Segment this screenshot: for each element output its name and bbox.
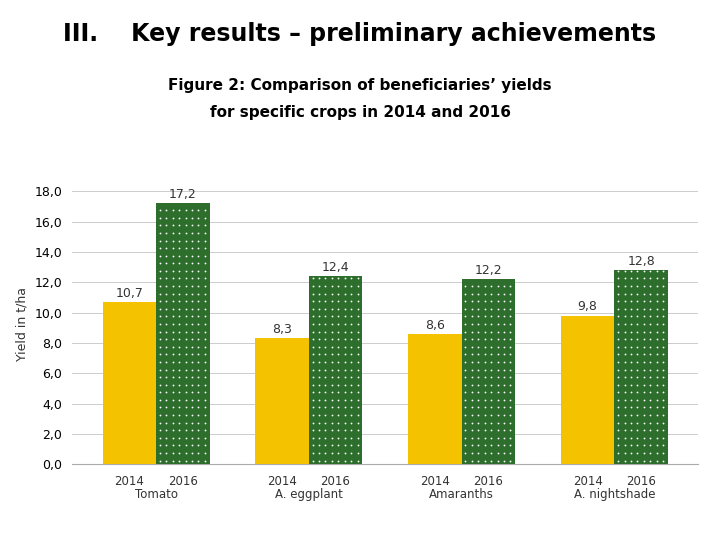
Text: 2016: 2016 bbox=[473, 475, 503, 488]
Text: 17,2: 17,2 bbox=[169, 188, 197, 201]
Bar bbox=[156, 204, 210, 464]
Text: A. nightshade: A. nightshade bbox=[574, 488, 655, 501]
Bar bbox=[102, 302, 156, 464]
Text: 12,4: 12,4 bbox=[322, 261, 349, 274]
Bar bbox=[462, 279, 515, 464]
Bar bbox=[256, 339, 309, 464]
Text: Tomato: Tomato bbox=[135, 488, 178, 501]
Text: 2014: 2014 bbox=[572, 475, 603, 488]
Text: 10,7: 10,7 bbox=[115, 287, 143, 300]
Bar bbox=[309, 276, 362, 464]
Text: A. eggplant: A. eggplant bbox=[275, 488, 343, 501]
Text: 8,6: 8,6 bbox=[425, 319, 445, 332]
Text: 2014: 2014 bbox=[267, 475, 297, 488]
Text: III.    Key results – preliminary achievements: III. Key results – preliminary achieveme… bbox=[63, 22, 657, 45]
Text: Amaranths: Amaranths bbox=[429, 488, 494, 501]
Text: 8,3: 8,3 bbox=[272, 323, 292, 336]
Text: 2014: 2014 bbox=[420, 475, 450, 488]
Text: 2014: 2014 bbox=[114, 475, 144, 488]
Text: 2016: 2016 bbox=[626, 475, 656, 488]
Bar bbox=[614, 270, 668, 464]
Text: 2016: 2016 bbox=[168, 475, 198, 488]
Text: 9,8: 9,8 bbox=[577, 300, 598, 313]
Bar bbox=[408, 334, 462, 464]
Text: Figure 2: Comparison of beneficiaries’ yields: Figure 2: Comparison of beneficiaries’ y… bbox=[168, 78, 552, 93]
Bar bbox=[561, 316, 614, 464]
Text: 12,2: 12,2 bbox=[474, 264, 502, 277]
Text: 2016: 2016 bbox=[320, 475, 351, 488]
Text: for specific crops in 2014 and 2016: for specific crops in 2014 and 2016 bbox=[210, 105, 510, 120]
Text: 12,8: 12,8 bbox=[627, 255, 655, 268]
Y-axis label: Yield in t/ha: Yield in t/ha bbox=[16, 287, 29, 361]
